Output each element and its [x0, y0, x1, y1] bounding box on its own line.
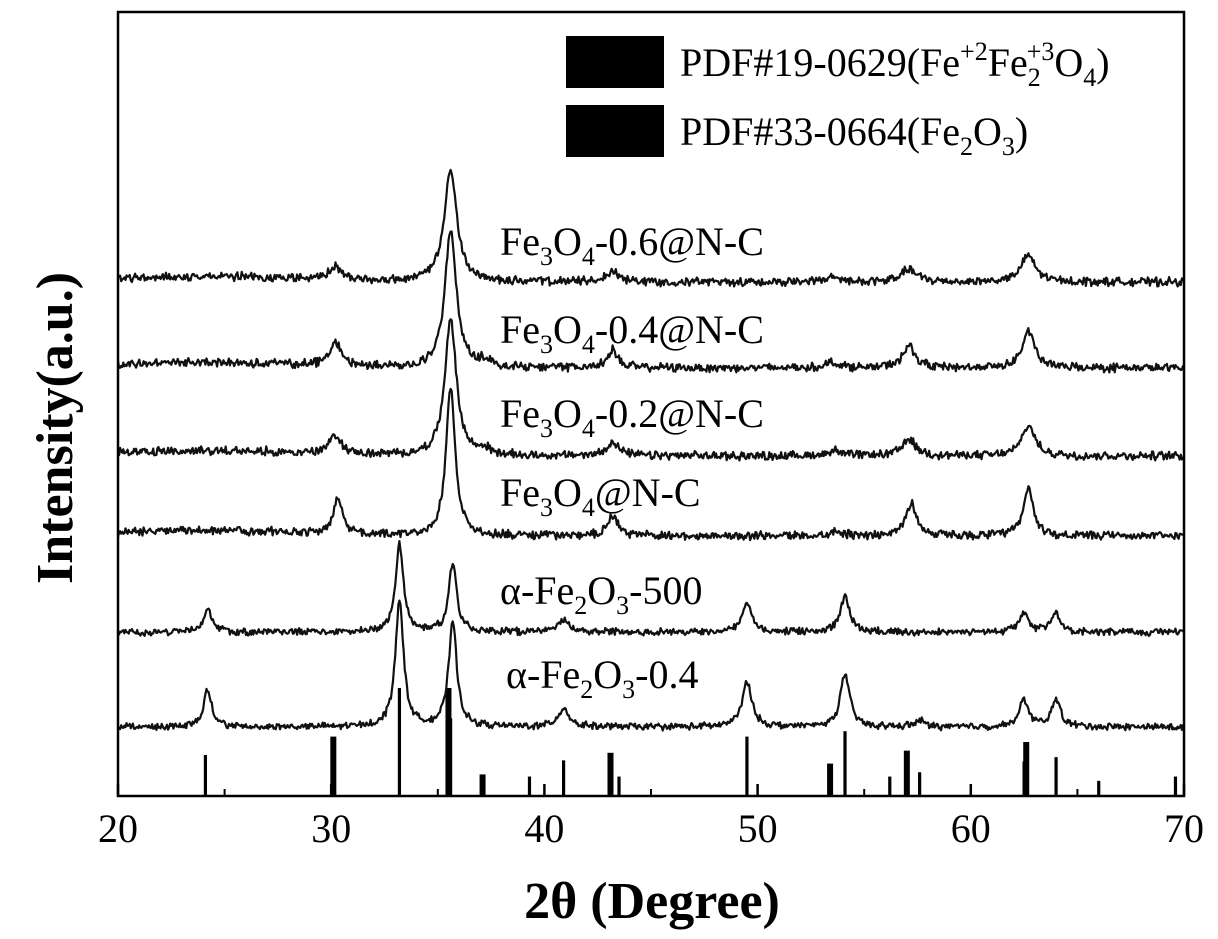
reference-line: [607, 752, 614, 796]
reference-line: [527, 776, 532, 796]
reference-line: [918, 772, 922, 796]
reference-lines: [203, 688, 1178, 796]
reference-line: [203, 754, 208, 796]
x-tick-label: 40: [524, 806, 564, 851]
series-line: [117, 540, 1185, 637]
series-line: [116, 230, 1186, 374]
x-tick-label: 70: [1164, 806, 1204, 851]
series-label: Fe3O4-0.4@N-C: [500, 307, 764, 359]
legend-swatch: [566, 105, 664, 157]
reference-line: [617, 776, 621, 796]
reference-line: [843, 731, 847, 796]
reference-line: [330, 736, 337, 796]
reference-line: [903, 750, 910, 796]
reference-line: [745, 736, 749, 796]
x-tick-label: 20: [98, 806, 138, 851]
reference-line: [1023, 742, 1030, 796]
x-tick-label: 30: [311, 806, 351, 851]
x-tick-label: 60: [951, 806, 991, 851]
reference-line: [888, 776, 892, 796]
legend: PDF#19-0629(Fe+2Fe2+3O4) PDF#33-0664(Fe2O…: [566, 36, 1110, 161]
legend-swatch: [566, 36, 664, 88]
reference-line: [479, 774, 486, 796]
series-label: Fe3O4-0.2@N-C: [500, 391, 764, 443]
series-labels: Fe3O4-0.6@N-C Fe3O4-0.4@N-C Fe3O4-0.2@N-C F…: [500, 219, 764, 704]
series-line: [117, 599, 1185, 732]
reference-line: [1022, 761, 1026, 796]
reference-line: [1097, 780, 1101, 796]
reference-line: [448, 718, 453, 796]
axes: 20 30 40 50 60 70: [98, 10, 1204, 851]
reference-line: [397, 688, 402, 796]
series-label: Fe3O4-0.6@N-C: [500, 219, 764, 271]
series-line: [117, 168, 1185, 288]
reference-line: [561, 760, 566, 796]
x-axis-title: 2θ (Degree): [524, 873, 780, 930]
y-axis-title: Intensity(a.u.): [27, 272, 84, 584]
legend-label: PDF#19-0629(Fe+2Fe2+3O4): [680, 37, 1110, 92]
series-label: α-Fe2O3-0.4: [506, 652, 699, 704]
series-label: α-Fe2O3-500: [500, 568, 703, 620]
series-line: [116, 318, 1185, 462]
reference-line: [1054, 757, 1058, 796]
series-line: [116, 387, 1185, 542]
reference-line: [1173, 776, 1178, 796]
x-tick-label: 50: [738, 806, 778, 851]
series-label: Fe3O4@N-C: [500, 470, 701, 522]
reference-line: [445, 688, 452, 796]
diffraction-curves: [116, 168, 1186, 732]
legend-label: PDF#33-0664(Fe2O3): [680, 109, 1028, 161]
reference-line: [827, 763, 834, 796]
